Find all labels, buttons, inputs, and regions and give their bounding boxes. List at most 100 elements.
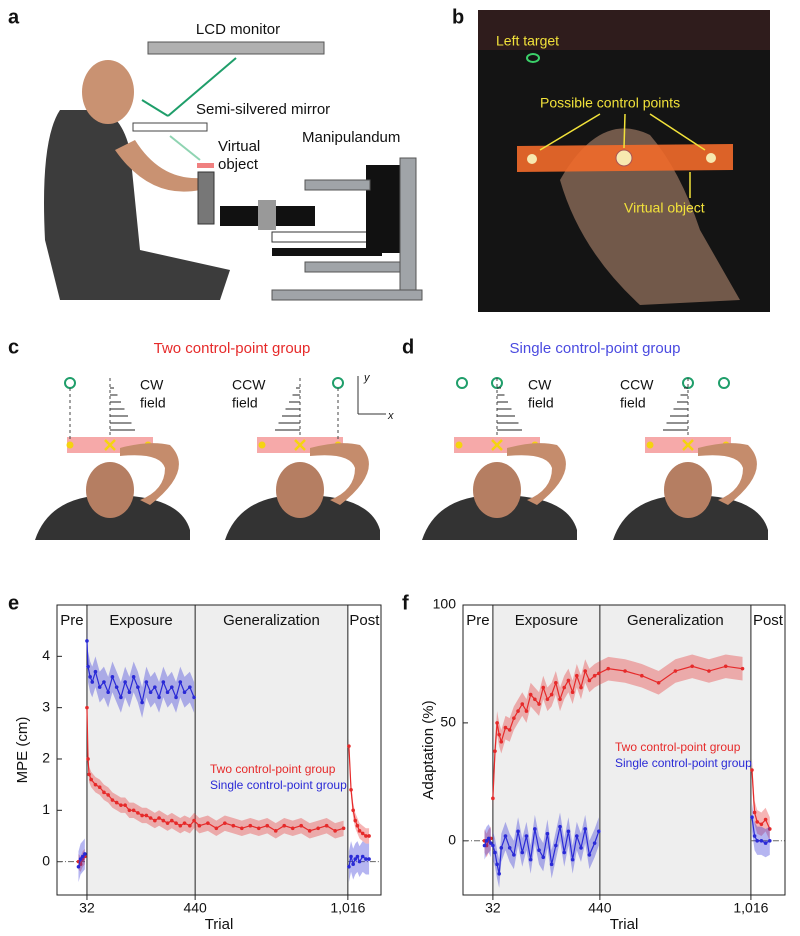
data-point [752,810,757,815]
data-point [170,685,174,689]
arm [698,443,757,505]
region-label: Exposure [515,612,578,629]
x-tick-label: 440 [183,900,207,916]
data-point [558,824,562,829]
data-point [755,838,760,843]
data-point [123,803,127,807]
panel-letter: e [8,592,19,614]
joint [258,200,276,230]
data-point [341,826,346,831]
data-point [549,862,554,867]
arm [507,443,566,505]
data-point [174,695,178,700]
head [82,60,134,124]
x-tick-label: 32 [79,900,95,916]
data-point [119,695,123,700]
target [456,377,468,389]
error-band [492,654,743,811]
data-point [78,857,83,861]
label: LCD monitor [196,21,280,38]
base [271,289,423,301]
monitor [147,41,325,55]
data-point [528,692,533,697]
data-point [482,843,487,848]
label: field [620,395,646,411]
data-point [307,829,312,833]
data-point [575,673,579,678]
region-label: Exposure [109,612,172,629]
data-point [520,850,525,855]
data-point [188,823,192,828]
x-axis-label: Trial [610,916,639,933]
data-point [349,787,353,792]
label: object [218,156,259,173]
data-point [97,785,102,790]
error-band [86,625,195,718]
data-point [157,816,161,820]
cross [104,439,116,451]
data-point [333,829,337,833]
head [86,462,134,518]
data-point [214,826,219,831]
panel-letter: d [402,336,414,358]
data-point [114,685,119,689]
data-point [562,850,567,855]
label: CCW [620,377,654,393]
data-point [360,831,365,836]
series-line [86,707,344,832]
data-point [579,846,583,850]
data-point [690,664,694,669]
label: CCW [232,377,266,393]
label: field [140,395,166,411]
data-point [524,709,529,713]
data-point [587,678,592,683]
data-point [495,721,499,725]
data-point [182,821,187,825]
y-tick-label: 2 [42,750,50,766]
data-point [140,700,144,705]
data-point [512,853,516,857]
frame [304,261,401,273]
data-point [537,848,541,853]
light-ray [141,99,169,117]
data-point [165,821,170,825]
data-point [750,768,754,772]
data-point [256,826,261,831]
data-point [545,831,550,836]
y-axis-label: Adaptation (%) [420,700,437,799]
data-point [512,716,516,720]
data-point [351,808,355,813]
data-point [491,796,495,801]
data-point [106,690,110,695]
arm [310,443,369,505]
data-point [85,639,89,643]
data-point [192,818,196,823]
data-point [119,803,123,807]
data-point [673,669,678,673]
data-point [136,811,140,815]
data-point [495,862,499,867]
data-point [367,857,371,861]
data-point [767,827,772,831]
cross [682,439,694,451]
data-point [587,853,592,857]
data-point [499,846,504,850]
error-band [348,738,370,844]
data-point [597,671,601,676]
handle [197,171,215,225]
data-point [161,680,166,684]
data-point [493,850,497,855]
data-point [592,841,597,845]
head [276,462,324,518]
data-point [759,822,764,827]
label: CW [140,377,164,393]
data-point [488,841,493,845]
y-tick-label: 50 [440,714,456,730]
data-point [752,834,757,838]
data-point [80,854,85,859]
data-point [640,673,644,678]
label: Manipulandum [302,129,400,146]
data-point [106,793,110,797]
region-label: Generalization [627,612,724,629]
